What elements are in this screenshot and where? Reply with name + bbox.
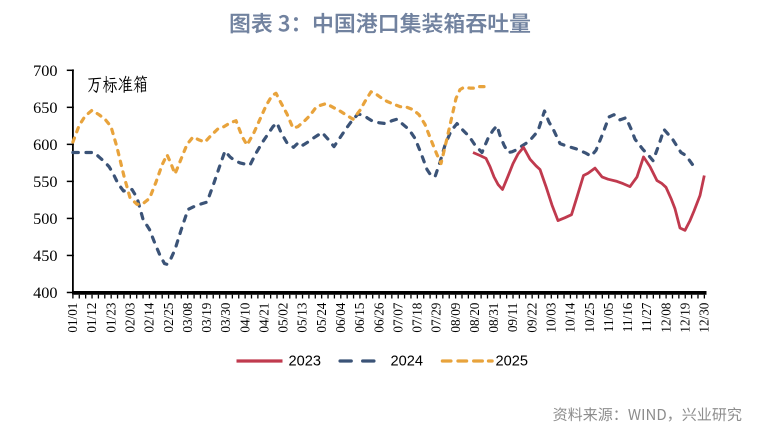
svg-text:12/08: 12/08: [658, 302, 673, 332]
svg-text:05/24: 05/24: [314, 302, 329, 332]
svg-text:07/18: 07/18: [410, 302, 425, 332]
svg-text:07/07: 07/07: [390, 302, 405, 332]
svg-text:600: 600: [33, 135, 57, 154]
svg-text:09/22: 09/22: [524, 303, 539, 333]
svg-text:11/27: 11/27: [639, 302, 654, 332]
svg-text:06/26: 06/26: [371, 302, 386, 332]
svg-text:12/30: 12/30: [697, 302, 712, 332]
svg-text:08/09: 08/09: [448, 302, 463, 332]
svg-text:08/31: 08/31: [486, 303, 501, 333]
svg-text:04/21: 04/21: [256, 303, 271, 333]
svg-text:05/13: 05/13: [295, 302, 310, 332]
svg-text:05/02: 05/02: [276, 303, 291, 333]
svg-text:650: 650: [33, 98, 57, 117]
svg-text:700: 700: [33, 61, 57, 80]
svg-text:550: 550: [33, 172, 57, 191]
svg-text:02/14: 02/14: [142, 302, 157, 332]
svg-text:02/25: 02/25: [161, 302, 176, 332]
svg-text:10/25: 10/25: [582, 302, 597, 332]
svg-text:01/23: 01/23: [103, 302, 118, 332]
svg-text:500: 500: [33, 209, 57, 228]
svg-text:400: 400: [33, 283, 57, 302]
svg-text:09/11: 09/11: [505, 303, 520, 333]
svg-text:03/30: 03/30: [218, 302, 233, 332]
svg-text:07/29: 07/29: [429, 302, 444, 332]
svg-text:04/10: 04/10: [237, 302, 252, 332]
svg-text:2023: 2023: [289, 354, 321, 370]
svg-text:01/01: 01/01: [65, 303, 80, 333]
svg-text:11/16: 11/16: [620, 302, 635, 332]
svg-text:450: 450: [33, 246, 57, 265]
svg-text:11/05: 11/05: [601, 302, 616, 332]
svg-text:2024: 2024: [391, 354, 423, 370]
svg-text:03/19: 03/19: [199, 302, 214, 332]
svg-text:12/19: 12/19: [677, 302, 692, 332]
svg-text:06/04: 06/04: [333, 302, 348, 332]
svg-text:06/15: 06/15: [352, 302, 367, 332]
svg-text:01/12: 01/12: [84, 303, 99, 333]
svg-text:10/03: 10/03: [543, 302, 558, 332]
svg-text:2025: 2025: [496, 354, 528, 370]
svg-text:10/14: 10/14: [563, 302, 578, 332]
svg-text:02/03: 02/03: [123, 302, 138, 332]
svg-text:03/08: 03/08: [180, 302, 195, 332]
svg-text:08/20: 08/20: [467, 302, 482, 332]
